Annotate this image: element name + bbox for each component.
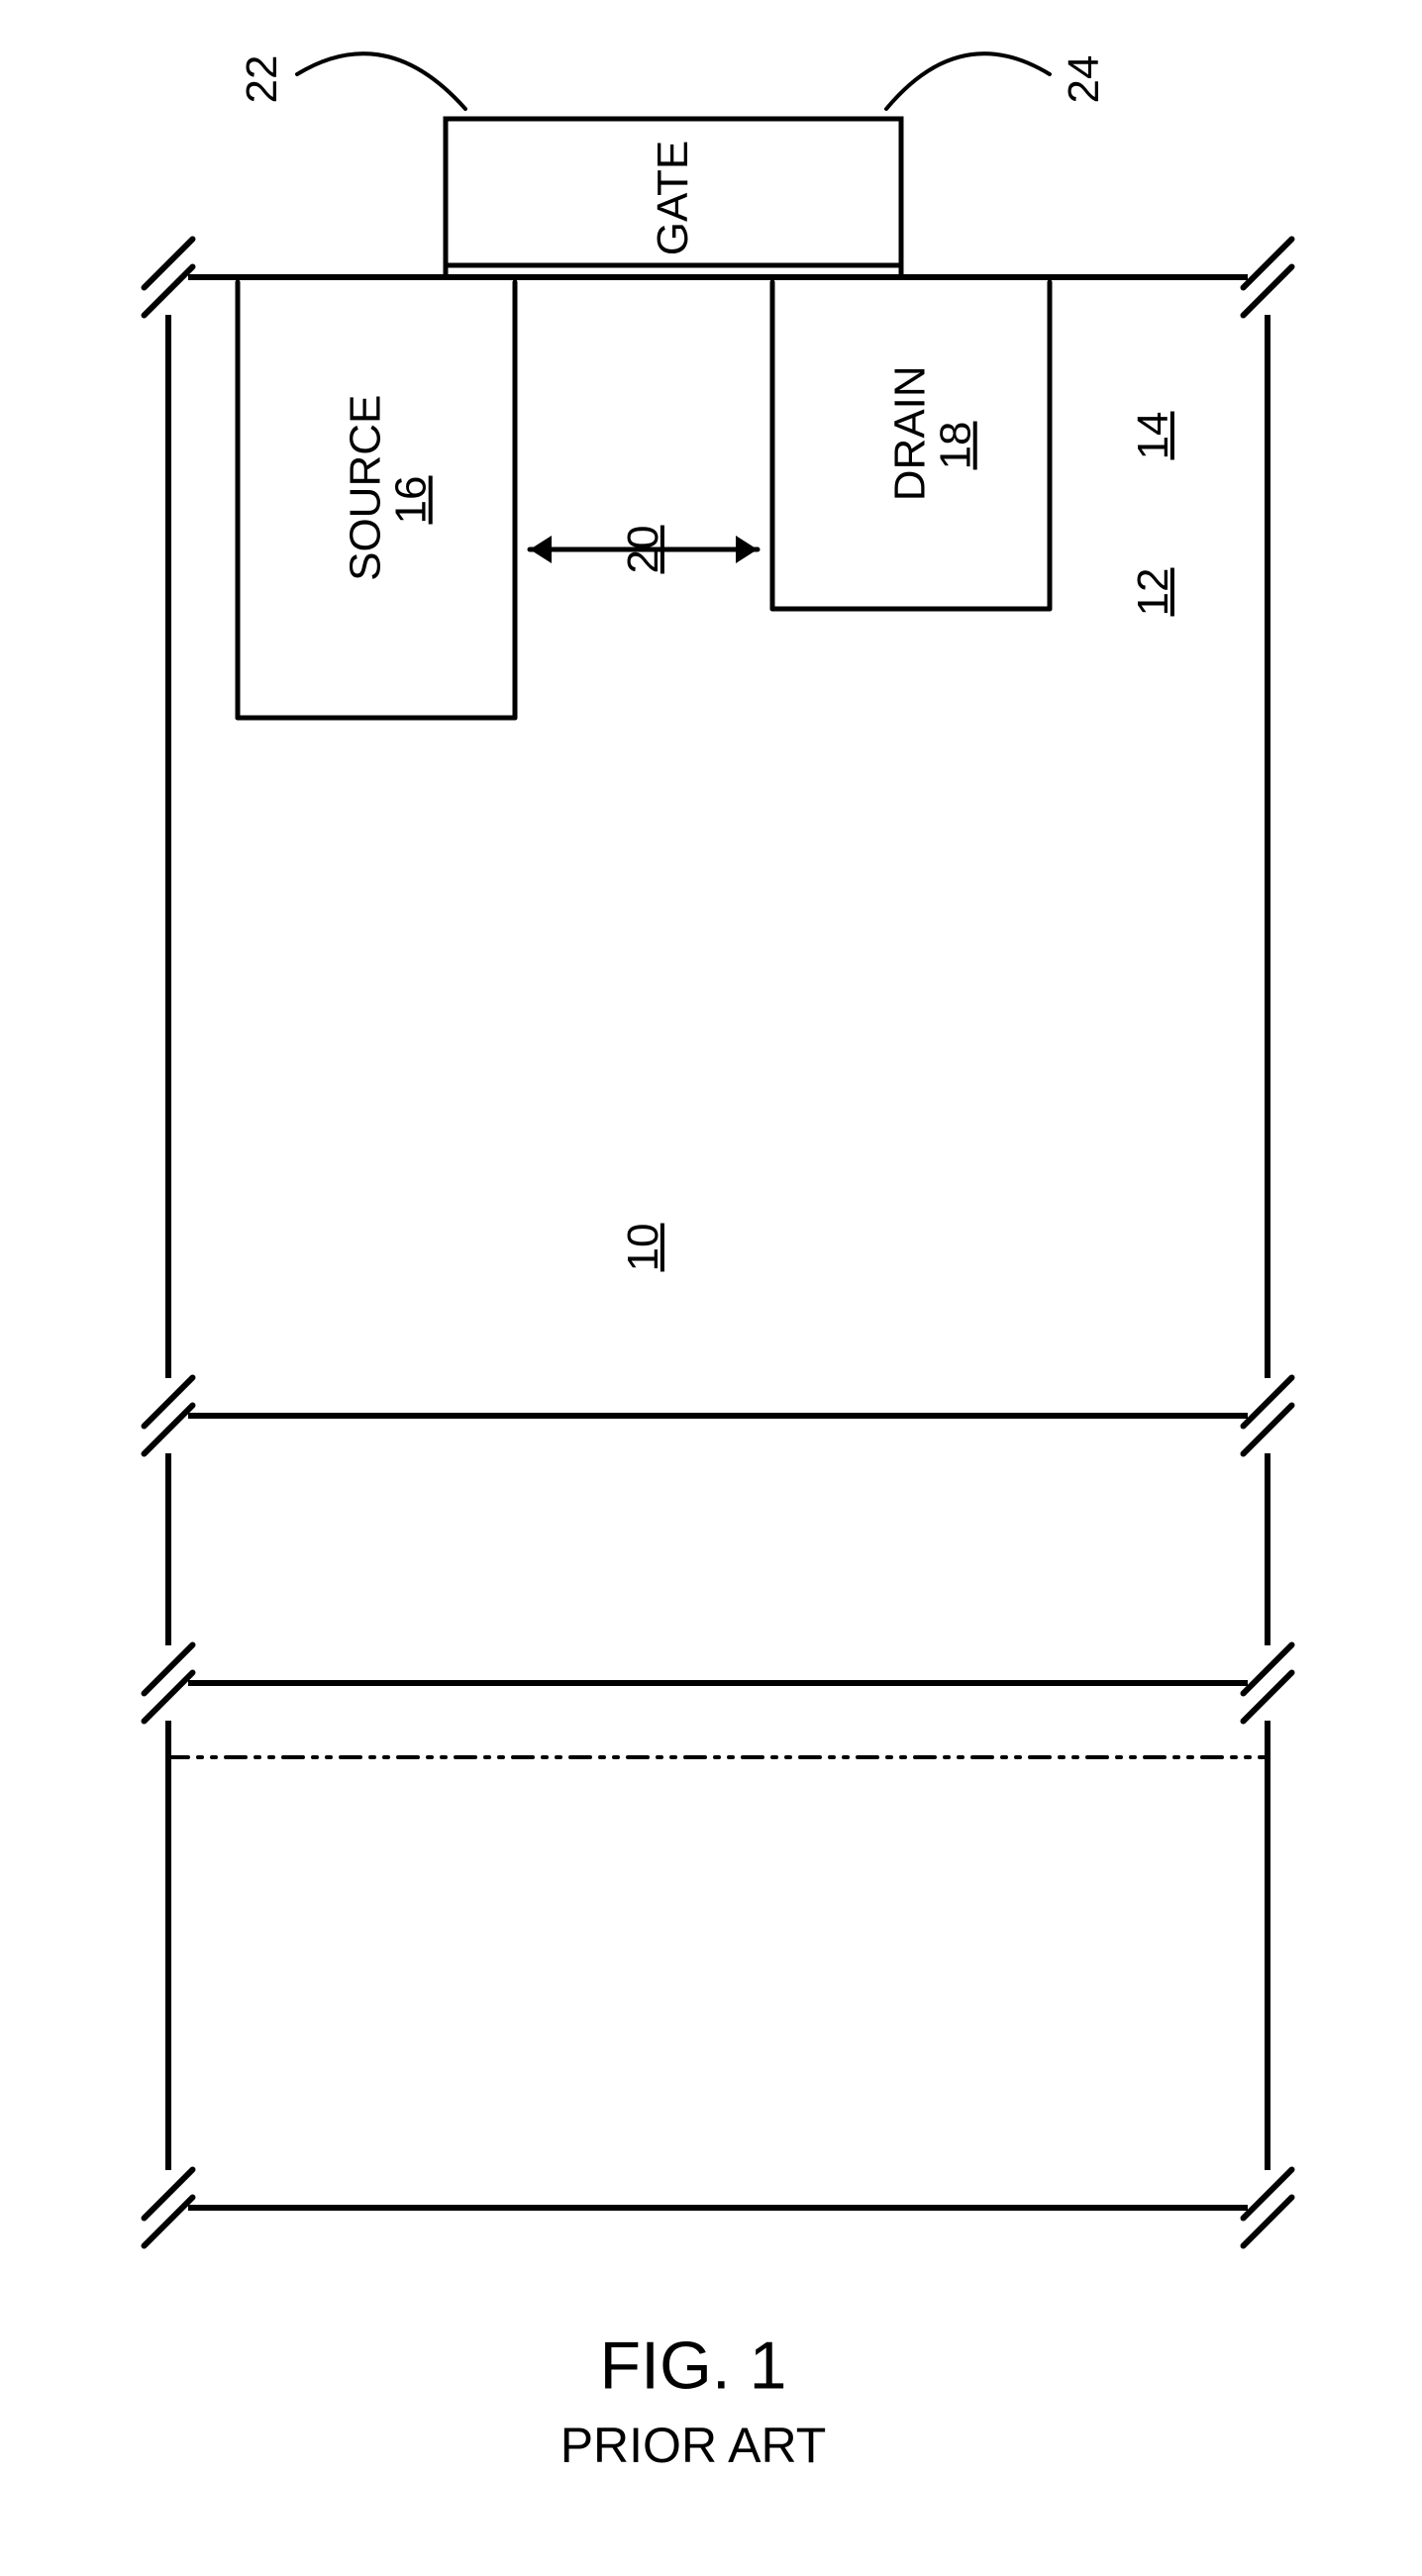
figure-svg	[0, 0, 1422, 2576]
figure-subtitle: PRIOR ART	[560, 2420, 827, 2472]
gate-label: GATE	[651, 141, 696, 256]
layer14-num: 14	[1131, 412, 1176, 460]
layer12-num: 12	[1131, 568, 1176, 617]
layer10-num: 10	[621, 1224, 666, 1272]
figure-title: FIG. 1	[600, 2330, 787, 2401]
channel-num: 20	[621, 526, 666, 574]
leader-right-num: 24	[1062, 55, 1107, 104]
source-label: SOURCE16	[298, 395, 436, 606]
drain-label: DRAIN18	[843, 365, 980, 525]
leader-left-num: 22	[240, 55, 285, 104]
